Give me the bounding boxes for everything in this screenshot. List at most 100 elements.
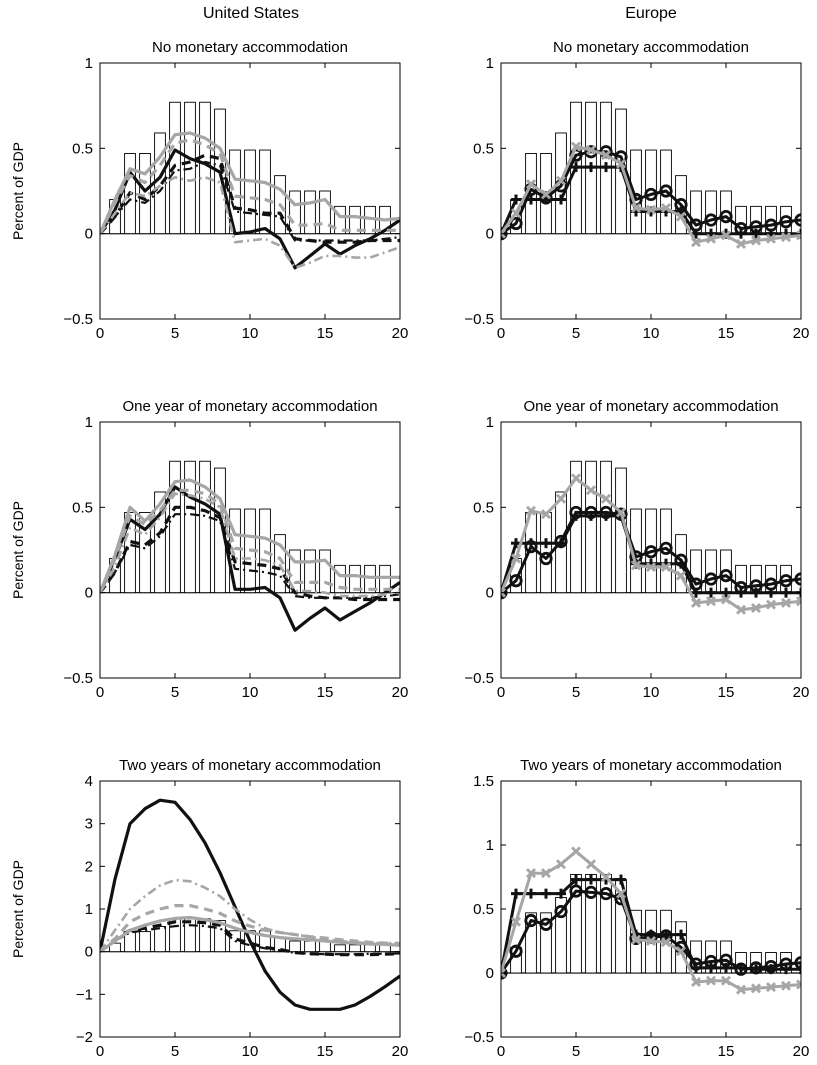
y-tick-label: 0: [486, 585, 494, 602]
series-marker: [501, 966, 508, 980]
bar: [540, 912, 552, 974]
series-marker: [706, 596, 716, 607]
bar: [705, 549, 717, 594]
series-marker: [556, 194, 566, 205]
series-marker: [539, 551, 553, 566]
x-tick-label: 0: [96, 325, 104, 342]
y-tick-label: 1: [85, 414, 93, 431]
bar: [109, 942, 121, 953]
series-marker: [736, 587, 746, 598]
series-marker: [509, 216, 523, 231]
series-marker: [601, 510, 611, 521]
series-marker: [676, 929, 686, 940]
y-tick-label: −0.5: [63, 311, 93, 328]
series-marker: [571, 874, 581, 885]
series-marker: [766, 599, 776, 610]
bar: [705, 190, 717, 235]
column-title-us: United States: [203, 5, 299, 22]
series-marker: [556, 538, 566, 549]
series-marker: [556, 493, 566, 504]
bar: [139, 512, 151, 594]
series-marker: [796, 596, 801, 607]
bar: [349, 564, 361, 594]
x-tick-label: 0: [497, 684, 505, 701]
bar: [334, 564, 346, 594]
series-marker: [511, 208, 521, 219]
y-tick-label: 4: [85, 773, 93, 790]
y-tick-label: −0.5: [464, 1029, 494, 1046]
series-marker: [659, 541, 673, 555]
series-marker: [719, 210, 733, 224]
series-marker: [571, 473, 581, 484]
series-marker: [601, 150, 611, 161]
bar: [349, 944, 361, 953]
x-tick-label: 0: [497, 325, 505, 342]
x-tick-label: 20: [392, 1043, 409, 1060]
series-marker: [586, 162, 596, 173]
series-marker: [796, 230, 801, 241]
series-marker: [691, 976, 701, 987]
series-marker: [661, 929, 671, 940]
series-marker: [616, 874, 626, 885]
series-marker: [586, 145, 596, 156]
bar: [289, 190, 301, 235]
x-tick-label: 20: [392, 684, 409, 701]
x-tick-label: 0: [96, 1043, 104, 1060]
series-marker: [541, 189, 551, 200]
bar: [199, 460, 211, 594]
series-marker: [704, 213, 718, 227]
y-tick-label: −0.5: [464, 670, 494, 687]
x-tick-label: 15: [718, 1043, 735, 1060]
series-marker: [691, 237, 701, 248]
series-group: [501, 846, 801, 995]
series-marker: [501, 228, 506, 239]
panel-title: Two years of monetary accommodation: [520, 757, 782, 774]
series-marker: [539, 917, 553, 931]
series-marker: [556, 859, 566, 870]
series-line-gray-solid: [100, 478, 400, 594]
panel-title: No monetary accommodation: [152, 39, 348, 56]
y-tick-label: −2: [76, 1029, 93, 1046]
bar: [585, 460, 597, 594]
panel-title: One year of monetary accommodation: [523, 398, 778, 415]
series-marker: [676, 558, 686, 569]
panel-title: No monetary accommodation: [553, 39, 749, 56]
series-marker: [706, 587, 716, 598]
series-marker: [751, 964, 761, 975]
series-marker: [704, 572, 718, 586]
series-marker: [571, 141, 581, 152]
series-marker: [721, 962, 731, 973]
series-marker: [676, 211, 686, 222]
series-marker: [631, 560, 641, 571]
bar: [364, 564, 376, 594]
bar: [184, 460, 196, 594]
y-tick-label: 0.5: [72, 140, 93, 157]
bar: [600, 873, 612, 974]
series-line-black-solid: [100, 148, 400, 270]
series-marker: [751, 235, 761, 246]
series-line-black-solid: [100, 485, 400, 632]
series-marker: [781, 980, 791, 991]
series-line-black-solid: [100, 798, 400, 1011]
x-tick-label: 10: [643, 684, 660, 701]
series-line-black-dashdot: [100, 513, 400, 599]
bar: [334, 205, 346, 235]
series-group: [100, 131, 400, 270]
y-axis-label: Percent of GDP: [10, 142, 26, 240]
series-marker: [736, 962, 746, 973]
y-tick-label: 3: [85, 816, 93, 833]
x-tick-label: 10: [643, 1043, 660, 1060]
series-marker: [501, 586, 508, 600]
x-tick-label: 5: [171, 325, 179, 342]
y-tick-label: 2: [85, 858, 93, 875]
series-marker: [541, 868, 551, 879]
y-tick-label: 0.5: [473, 140, 494, 157]
bar: [259, 149, 271, 235]
x-tick-label: 15: [317, 325, 334, 342]
x-tick-label: 10: [643, 325, 660, 342]
series-marker: [526, 505, 536, 516]
y-tick-label: 1: [486, 55, 494, 72]
series-marker: [601, 162, 611, 173]
